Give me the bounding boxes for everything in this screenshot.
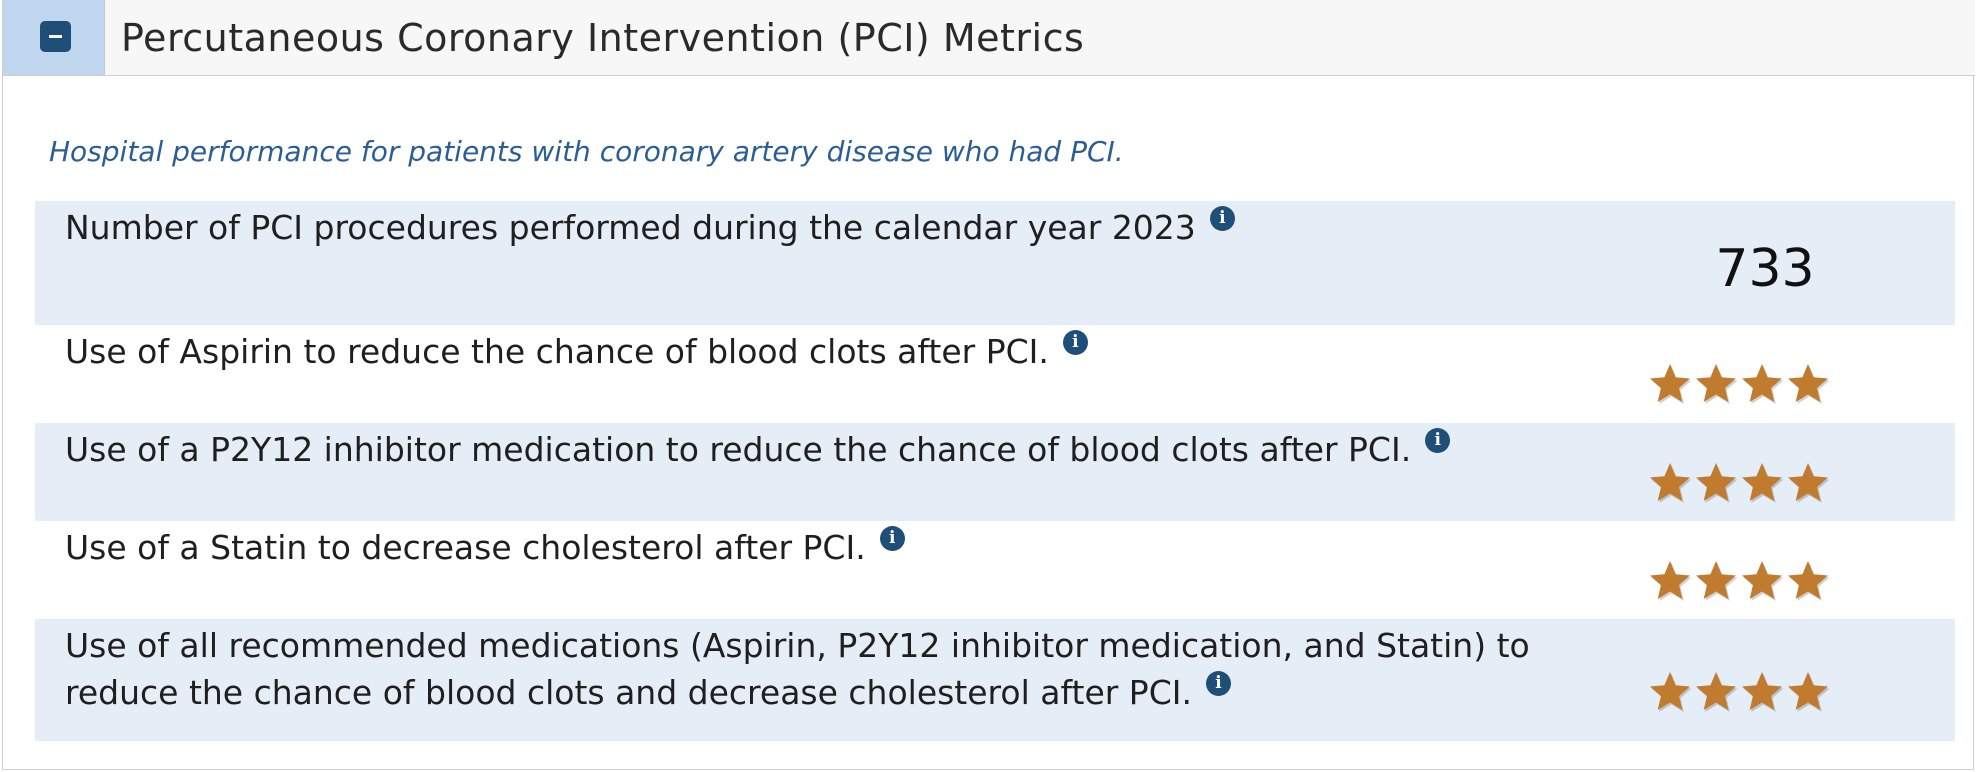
star-icon	[1742, 364, 1784, 404]
panel-header: Percutaneous Coronary Intervention (PCI)…	[3, 0, 1975, 76]
star-icon	[1696, 561, 1738, 601]
metric-row-statin: Use of a Statin to decrease cholesterol …	[35, 521, 1955, 619]
metric-label: Use of a P2Y12 inhibitor medication to r…	[65, 426, 1545, 473]
metric-row-pci-count: Number of PCI procedures performed durin…	[35, 201, 1955, 325]
star-icon	[1696, 463, 1738, 503]
metric-row-p2y12: Use of a P2Y12 inhibitor medication to r…	[35, 423, 1955, 521]
star-icon	[1788, 561, 1830, 601]
panel-subtitle: Hospital performance for patients with c…	[49, 135, 1124, 168]
metric-label: Use of all recommended medications (Aspi…	[65, 626, 1530, 712]
star-icon	[1742, 672, 1784, 712]
star-icon	[1650, 561, 1692, 601]
star-rating	[1647, 460, 1887, 510]
metric-label: Use of Aspirin to reduce the chance of b…	[65, 328, 1545, 375]
pci-count-value: 733	[1715, 239, 1815, 299]
star-icon	[1650, 463, 1692, 503]
star-icon	[1742, 561, 1784, 601]
metric-label: Number of PCI procedures performed durin…	[65, 204, 1545, 251]
metric-label: Use of a Statin to decrease cholesterol …	[65, 524, 1545, 571]
star-icon	[1788, 672, 1830, 712]
star-icon	[1788, 364, 1830, 404]
info-icon[interactable]: i	[879, 526, 905, 551]
star-icon	[1696, 672, 1738, 712]
minus-square-icon	[40, 21, 71, 52]
collapse-toggle-button[interactable]	[3, 0, 105, 75]
metric-row-all-medications: Use of all recommended medications (Aspi…	[35, 619, 1955, 741]
star-icon	[1650, 364, 1692, 404]
info-icon[interactable]: i	[1425, 428, 1451, 453]
star-icon	[1696, 364, 1738, 404]
star-rating	[1647, 361, 1887, 411]
star-icon	[1650, 672, 1692, 712]
info-icon[interactable]: i	[1205, 671, 1231, 696]
info-icon[interactable]: i	[1209, 206, 1235, 231]
panel-title: Percutaneous Coronary Intervention (PCI)…	[121, 16, 1085, 60]
star-icon	[1742, 463, 1784, 503]
info-icon[interactable]: i	[1062, 330, 1088, 355]
star-icon	[1788, 463, 1830, 503]
star-rating	[1647, 558, 1887, 608]
star-rating	[1647, 669, 1887, 719]
metric-row-aspirin: Use of Aspirin to reduce the chance of b…	[35, 325, 1955, 423]
